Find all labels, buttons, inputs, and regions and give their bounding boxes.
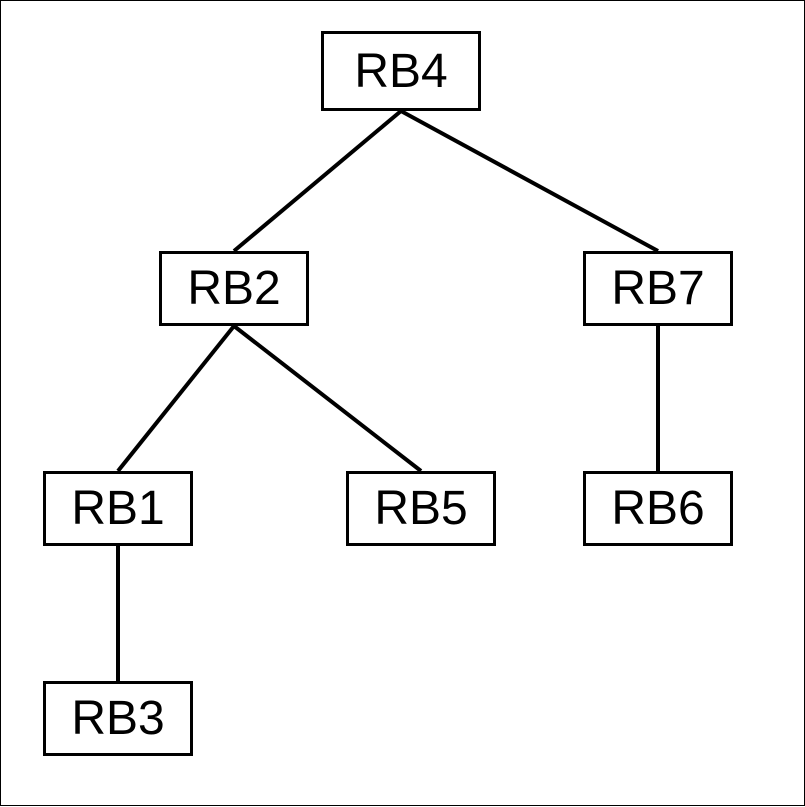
edge-rb4-rb7 bbox=[401, 111, 658, 251]
node-rb2: RB2 bbox=[159, 251, 309, 326]
edge-rb2-rb5 bbox=[234, 326, 421, 471]
node-rb7: RB7 bbox=[583, 251, 733, 326]
node-label: RB3 bbox=[71, 691, 164, 746]
node-label: RB7 bbox=[611, 261, 704, 316]
tree-diagram: RB4 RB2 RB7 RB1 RB5 RB6 RB3 bbox=[0, 0, 805, 806]
edge-rb2-rb1 bbox=[118, 326, 234, 471]
node-label: RB4 bbox=[354, 44, 447, 99]
node-label: RB1 bbox=[71, 481, 164, 536]
node-label: RB5 bbox=[374, 481, 467, 536]
node-rb6: RB6 bbox=[583, 471, 733, 546]
node-rb1: RB1 bbox=[43, 471, 193, 546]
node-rb3: RB3 bbox=[43, 681, 193, 756]
node-label: RB6 bbox=[611, 481, 704, 536]
edge-rb4-rb2 bbox=[234, 111, 401, 251]
node-label: RB2 bbox=[187, 261, 280, 316]
node-rb5: RB5 bbox=[346, 471, 496, 546]
node-rb4: RB4 bbox=[321, 31, 481, 111]
